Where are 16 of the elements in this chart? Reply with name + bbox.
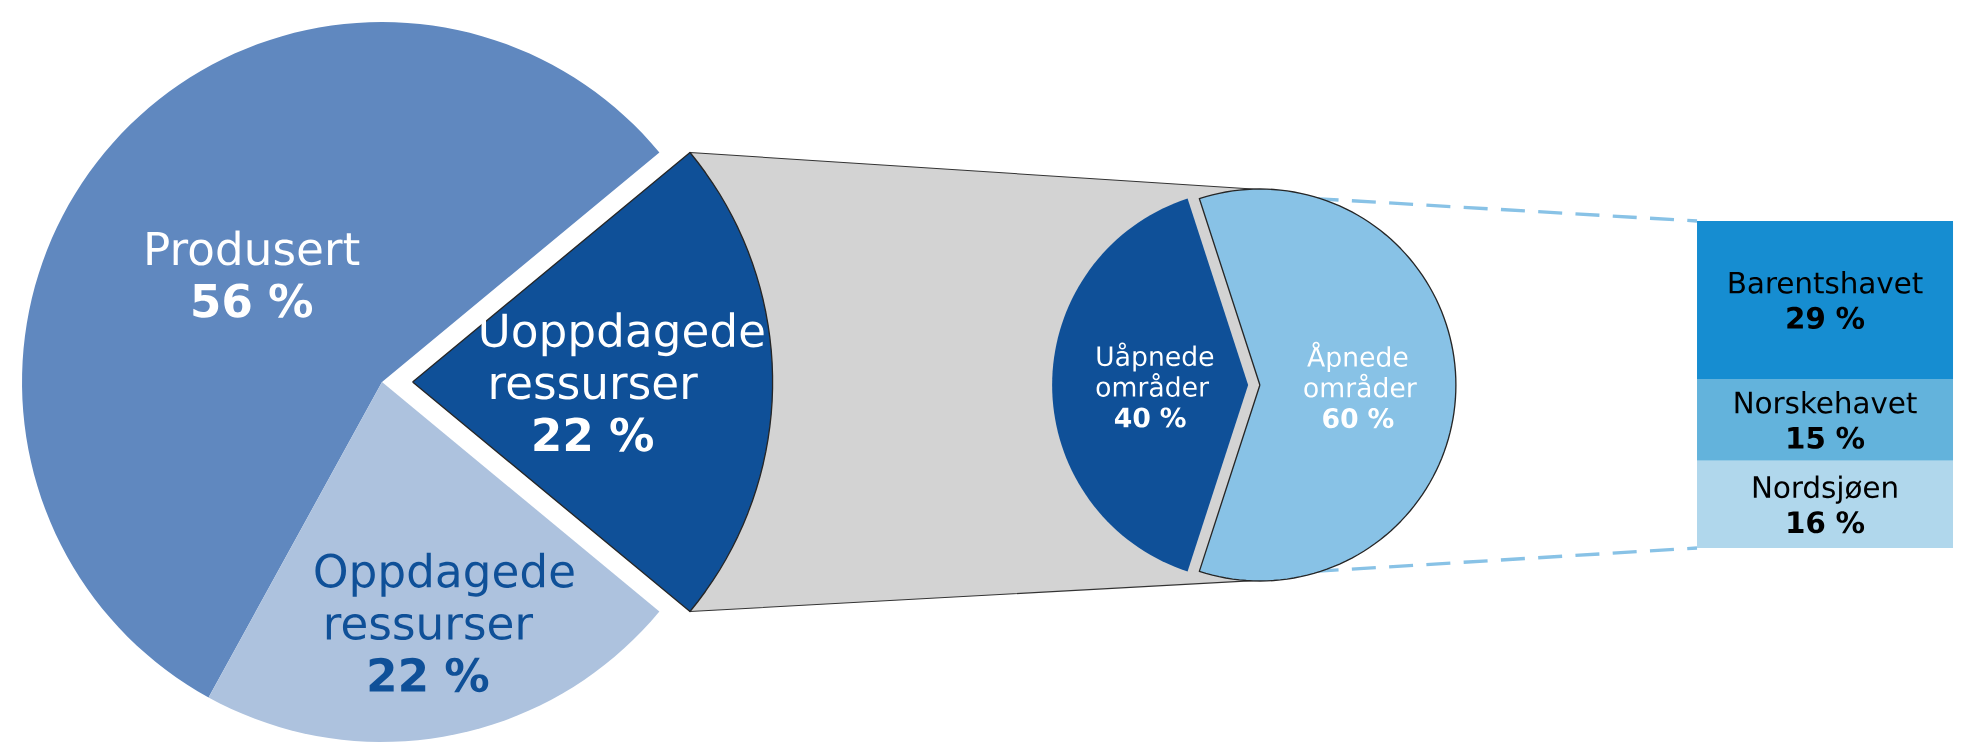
slice-label: Uåpnede områder [1096, 342, 1214, 397]
data-label: 22 % [534, 417, 653, 452]
series-label: Barentshavet [1729, 271, 1923, 294]
data-label: 22 % [369, 657, 489, 693]
slice-label: Uoppdagede ressurser [481, 312, 764, 400]
data-label: 40 % [1114, 407, 1186, 428]
data-label: 29 % [1787, 306, 1865, 329]
series-label: Norskehavet [1735, 390, 1917, 414]
series-label: Nordsjøen [1753, 475, 1897, 504]
data-label: 16 % [1788, 511, 1865, 534]
slice-label: Oppdagede ressurser [315, 552, 574, 641]
slice-label: Produsert [147, 230, 360, 266]
data-label: 15 % [1788, 426, 1865, 449]
data-label: 56 % [193, 283, 313, 318]
data-label: 60 % [1323, 408, 1394, 429]
slice-label: Åpnede områder [1304, 341, 1417, 398]
